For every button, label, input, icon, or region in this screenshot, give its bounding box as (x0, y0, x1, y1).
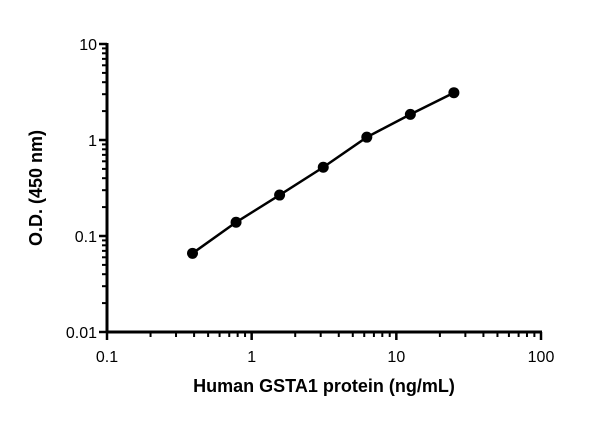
data-point (230, 216, 242, 228)
series (187, 87, 460, 259)
y-tick-label: 10 (79, 37, 97, 54)
axes (99, 42, 543, 340)
data-point (404, 108, 416, 120)
x-axis-label: Human GSTA1 protein (ng/mL) (193, 376, 455, 396)
data-point (448, 87, 460, 99)
data-point (274, 189, 286, 201)
data-point (187, 247, 199, 259)
y-tick-label: 0.01 (66, 325, 97, 342)
tick-labels: 0.1 1 10 100 0.01 0.1 1 10 (66, 37, 555, 366)
y-tick-label: 1 (88, 133, 97, 150)
x-tick-label: 10 (387, 349, 405, 366)
x-tick-label: 0.1 (96, 349, 118, 366)
y-axis-label: O.D. (450 nm) (26, 130, 46, 246)
data-point (317, 161, 329, 173)
y-tick-label: 0.1 (75, 229, 97, 246)
x-tick-label: 100 (528, 349, 555, 366)
data-point (361, 131, 373, 143)
x-tick-label: 1 (247, 349, 256, 366)
